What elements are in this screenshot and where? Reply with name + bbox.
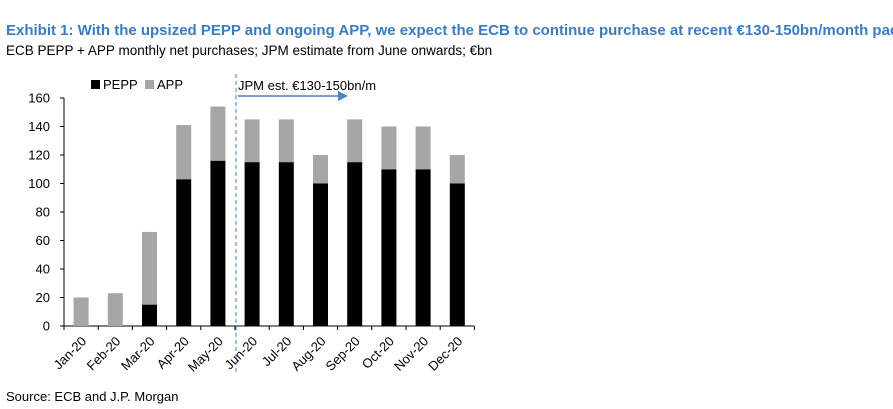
annotations: JPM est. €130-150bn/m [235,74,376,372]
x-tick-label: Jun-20 [222,334,261,373]
y-tick-label: 40 [36,262,50,277]
bar-pepp [415,169,431,326]
y-tick-label: 100 [28,176,50,191]
bar-app [73,297,89,326]
bar-pepp [449,183,465,326]
x-tick-label: Oct-20 [359,334,397,372]
legend: PEPP APP [91,77,183,92]
bar-app [313,155,328,184]
x-tick-label: May-20 [185,334,226,375]
annotation-arrow-head [338,91,348,101]
legend-swatch-pepp [91,80,100,89]
y-tick-label: 120 [28,148,50,163]
x-axis: Jan-20Feb-20Mar-20Apr-20May-20Jun-20Jul-… [51,325,475,375]
bar-pepp [176,179,192,326]
bar-pepp [278,162,294,326]
bar-app [381,126,397,170]
y-tick-label: 60 [36,233,50,248]
bar-app [415,126,431,170]
bar-app [278,119,294,163]
x-tick-label: Mar-20 [118,334,158,374]
legend-label-app: APP [157,77,183,92]
y-tick-label: 20 [36,290,50,305]
bar-pepp [210,160,226,326]
y-axis: 0 20 40 60 80 100 120 140 160 [28,91,65,334]
y-tick-label: 160 [28,91,50,106]
bar-app [142,231,157,305]
bar-pepp [244,162,260,326]
legend-swatch-app [145,80,154,89]
y-tick-label: 80 [36,205,50,220]
bar-pepp [381,169,397,326]
chart-title: Exhibit 1: With the upsized PEPP and ong… [6,22,893,39]
x-tick-label: Nov-20 [391,334,431,374]
bar-app [176,125,192,180]
y-tick-label: 140 [28,119,50,134]
bar-app [244,119,260,163]
bar-pepp [347,162,363,326]
x-tick-label: Jan-20 [51,334,90,373]
x-tick-label: Dec-20 [425,334,465,374]
chart-subtitle: ECB PEPP + APP monthly net purchases; JP… [6,43,493,58]
source-note: Source: ECB and J.P. Morgan [6,389,179,404]
x-tick-label: Sep-20 [323,334,363,374]
bar-app [210,106,226,161]
x-tick-label: Feb-20 [84,334,124,374]
y-tick-label: 0 [43,319,50,334]
bar-app [449,155,465,184]
x-tick-label: Aug-20 [288,334,328,374]
bar-pepp [142,304,157,326]
bars [73,106,465,326]
legend-label-pepp: PEPP [103,77,138,92]
bar-app [107,293,123,326]
annotation-label: JPM est. €130-150bn/m [238,78,376,93]
bar-app [347,119,363,163]
bar-pepp [313,183,328,326]
